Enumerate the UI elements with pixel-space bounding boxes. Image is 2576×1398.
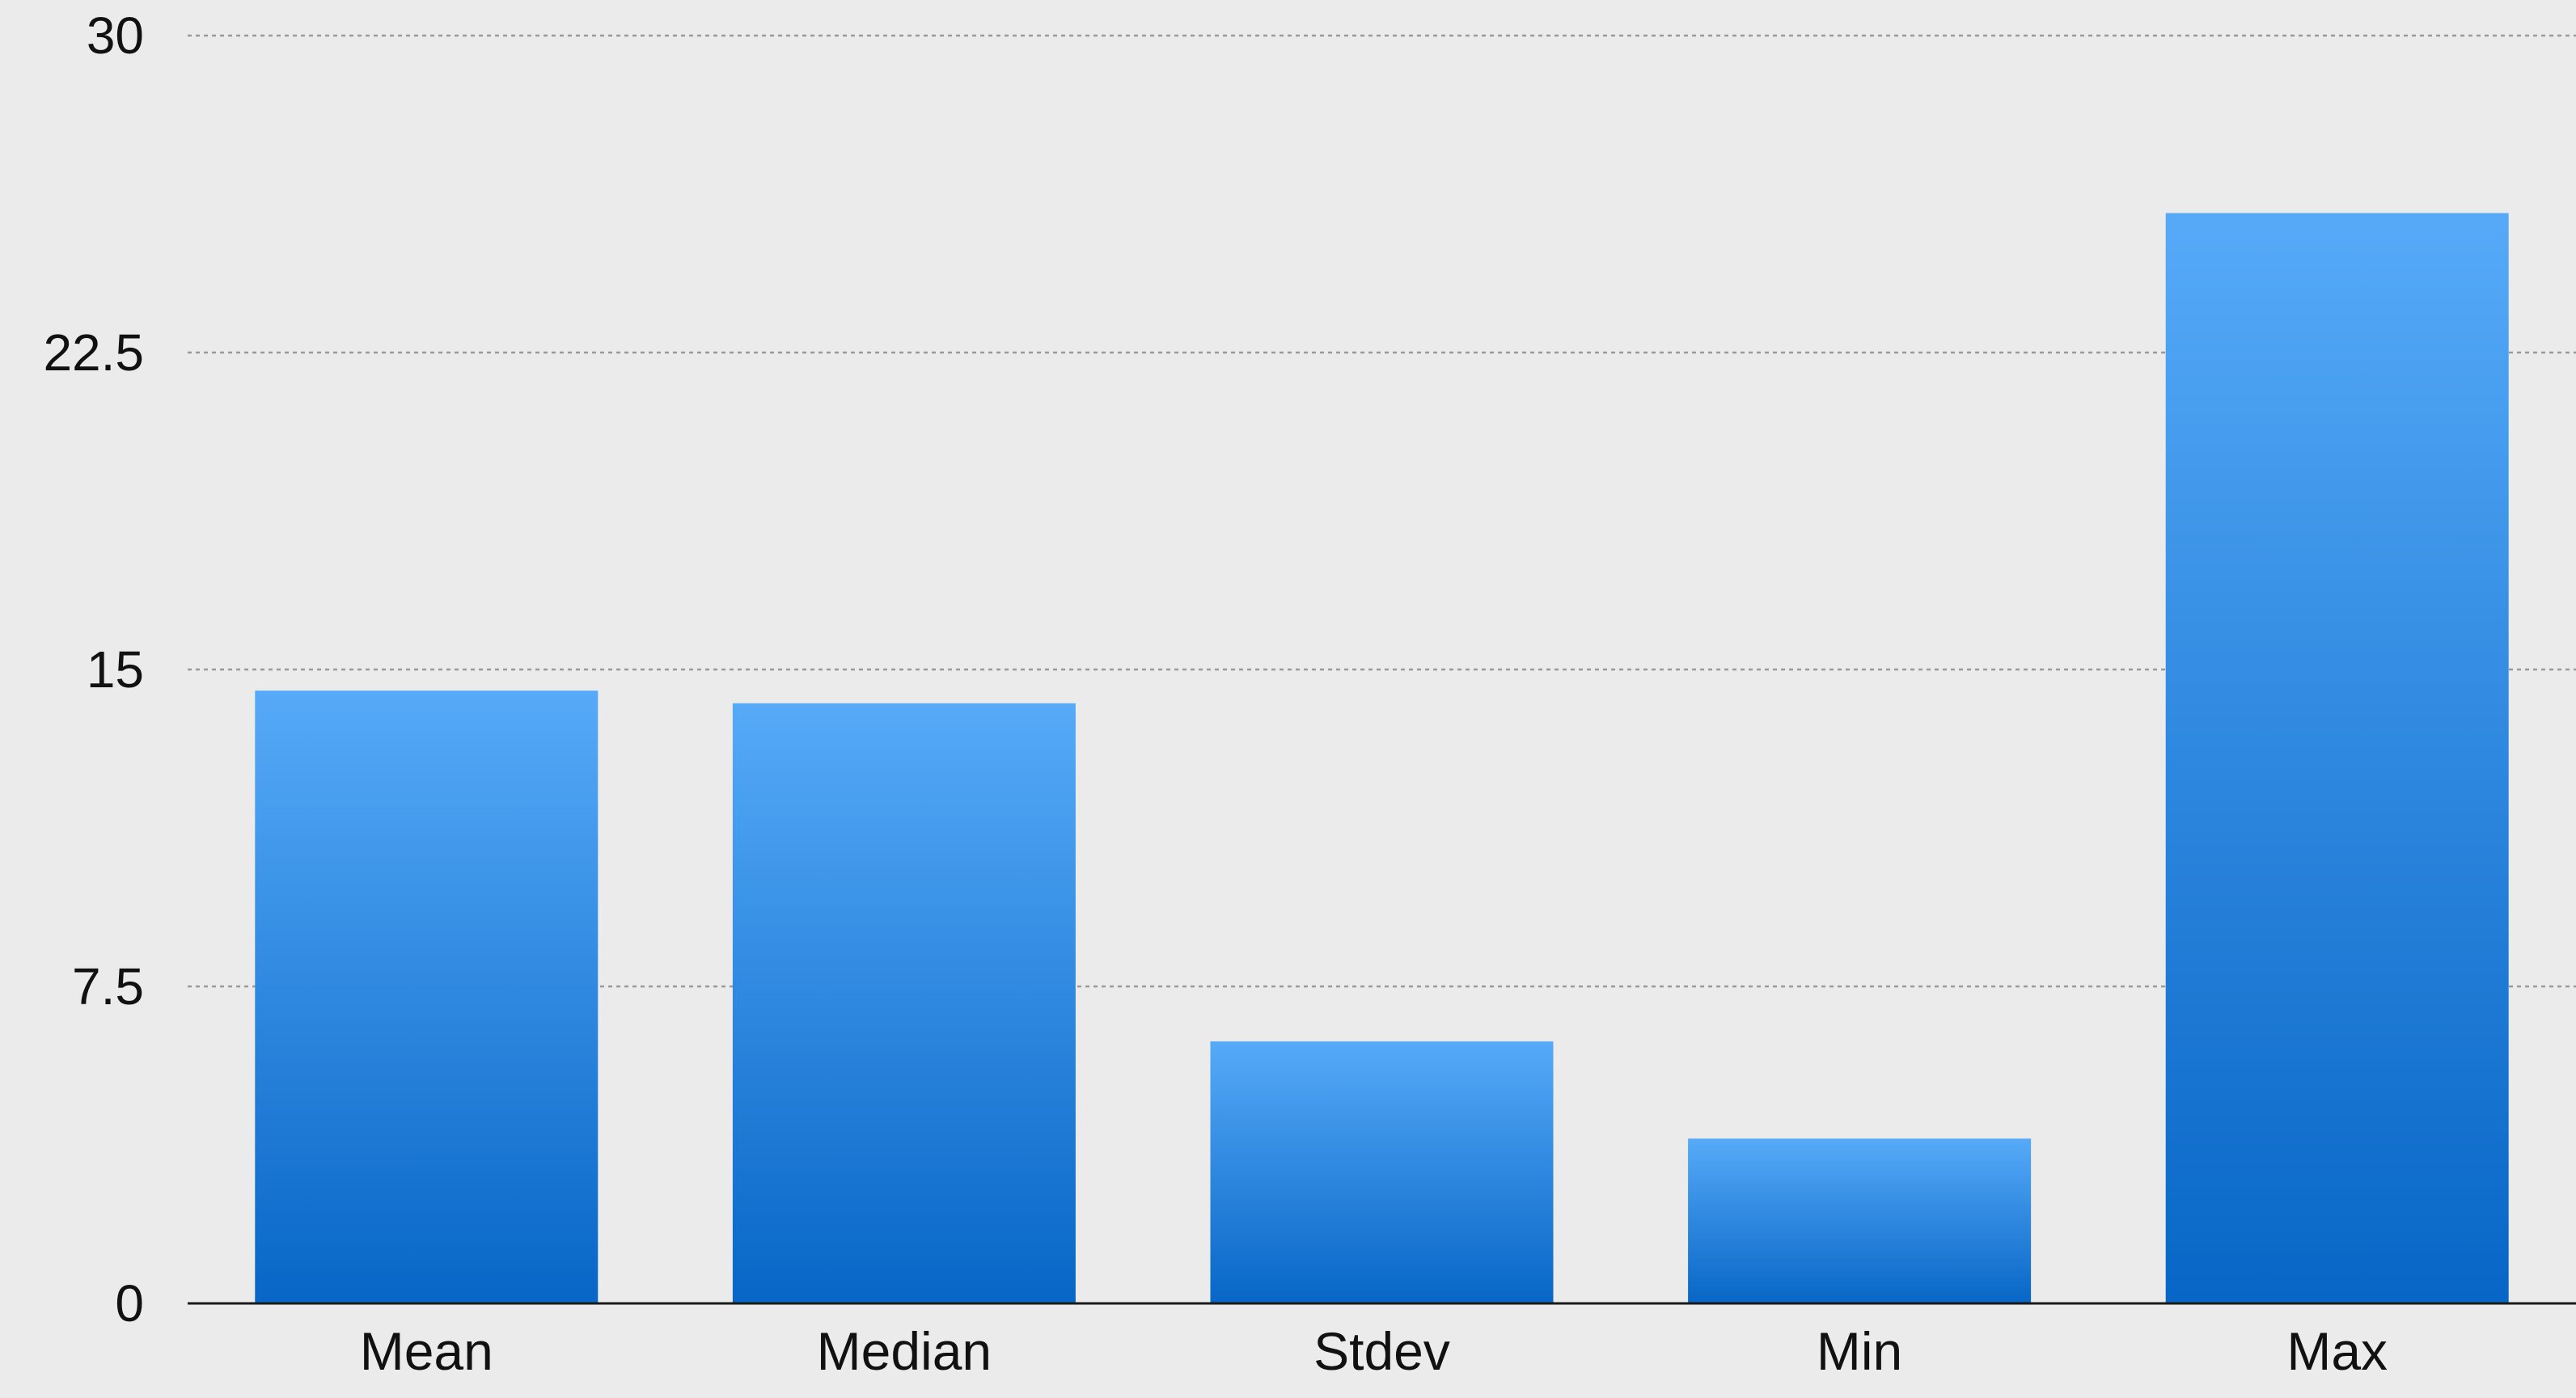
x-category-label: Max bbox=[2286, 1321, 2388, 1381]
x-category-label: Mean bbox=[360, 1321, 493, 1381]
label-layer: 0 7.5 15 22.5 30 Mean Median Stdev Min Max bbox=[43, 6, 2388, 1381]
bar-mean bbox=[255, 691, 599, 1303]
y-tick-label: 7.5 bbox=[72, 957, 144, 1016]
bar-median bbox=[732, 703, 1076, 1303]
y-tick-label: 30 bbox=[87, 6, 144, 65]
y-tick-label: 22.5 bbox=[43, 323, 144, 382]
bar-max bbox=[2165, 213, 2509, 1303]
bar-stdev bbox=[1210, 1041, 1554, 1303]
y-tick-label: 0 bbox=[115, 1274, 144, 1333]
bar-layer bbox=[255, 213, 2509, 1303]
x-category-label: Stdev bbox=[1313, 1321, 1450, 1381]
x-category-label: Min bbox=[1817, 1321, 1902, 1381]
bar-min bbox=[1688, 1138, 2032, 1303]
y-tick-label: 15 bbox=[87, 640, 144, 699]
x-category-label: Median bbox=[817, 1321, 992, 1381]
